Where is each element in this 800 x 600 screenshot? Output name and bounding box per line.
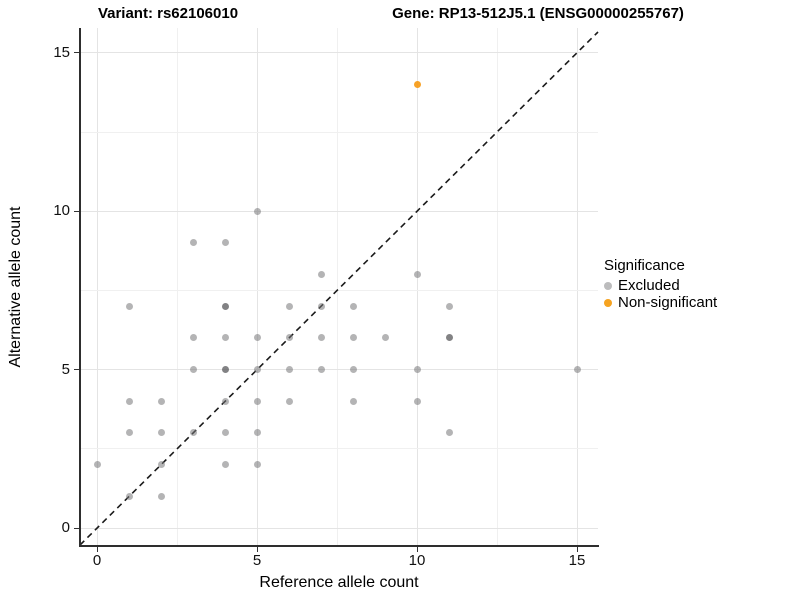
data-point-excluded — [349, 366, 357, 374]
data-point-excluded — [317, 271, 325, 279]
data-point-excluded — [413, 366, 421, 374]
data-point-excluded — [221, 334, 229, 342]
y-gridline — [80, 52, 598, 54]
x-gridline — [176, 28, 178, 546]
data-point-excluded — [285, 397, 293, 405]
legend-title: Significance — [604, 257, 685, 274]
legend-item-excluded[interactable]: Excluded — [604, 277, 799, 294]
x-gridline — [496, 28, 498, 546]
variant-title: Variant: rs62106010 — [97, 5, 239, 22]
y-tick-mark — [74, 369, 79, 371]
x-gridline — [416, 28, 418, 546]
data-point-excluded — [317, 302, 325, 310]
x-tick-mark — [96, 547, 98, 552]
data-point-excluded — [413, 397, 421, 405]
x-tick-mark — [416, 547, 418, 552]
x-tick-mark — [576, 547, 578, 552]
y-gridline — [80, 289, 598, 291]
y-tick-label: 15 — [53, 43, 70, 61]
data-point-excluded — [445, 429, 453, 437]
data-point-excluded — [413, 271, 421, 279]
gene-title: Gene: RP13-512J5.1 (ENSG00000255767) — [392, 5, 684, 22]
excluded-dot-icon — [604, 281, 612, 290]
x-gridline — [96, 28, 98, 546]
data-point-excluded — [573, 366, 581, 374]
legend: Significance Excluded Non-significant — [604, 257, 799, 311]
data-point-excluded — [221, 429, 229, 437]
y-tick-label: 5 — [61, 360, 70, 378]
x-tick-label: 0 — [92, 552, 102, 569]
y-axis-title: Alternative allele count — [7, 206, 24, 368]
data-point-excluded — [381, 334, 389, 342]
data-point-excluded — [189, 239, 197, 247]
data-point-excluded — [157, 397, 165, 405]
data-point-excluded — [221, 461, 229, 469]
y-gridline — [80, 131, 598, 133]
y-gridline — [80, 448, 598, 450]
y-axis-line — [79, 28, 81, 547]
y-tick-mark — [74, 210, 79, 212]
y-tick-mark — [74, 52, 79, 54]
data-point-excluded — [317, 366, 325, 374]
data-point-excluded — [253, 429, 261, 437]
legend-item-label: Excluded — [618, 277, 680, 294]
data-point-excluded — [125, 429, 133, 437]
x-tick-label: 5 — [252, 552, 262, 569]
data-point-excluded — [349, 302, 357, 310]
data-point-excluded — [349, 397, 357, 405]
x-gridline — [576, 28, 578, 546]
data-point-excluded — [189, 334, 197, 342]
data-point-excluded — [157, 461, 165, 469]
data-point-excluded — [189, 429, 197, 437]
non-significant-dot-icon — [604, 298, 612, 307]
data-point-excluded — [125, 397, 133, 405]
x-tick-mark — [256, 547, 258, 552]
data-point-excluded — [445, 334, 453, 342]
data-point-excluded — [445, 302, 453, 310]
data-point-excluded — [253, 366, 261, 374]
x-gridline — [256, 28, 258, 546]
legend-item-non-significant[interactable]: Non-significant — [604, 294, 799, 311]
legend-item-label: Non-significant — [618, 294, 718, 311]
data-point-excluded — [221, 366, 229, 374]
x-gridline — [336, 28, 338, 546]
data-point-excluded — [349, 334, 357, 342]
x-axis-line — [79, 545, 599, 547]
y-tick-label: 10 — [53, 202, 70, 220]
data-point-excluded — [253, 461, 261, 469]
data-point-excluded — [125, 492, 133, 500]
data-point-non-significant — [413, 81, 421, 89]
data-point-excluded — [125, 302, 133, 310]
data-point-excluded — [221, 302, 229, 310]
data-point-excluded — [157, 429, 165, 437]
data-point-excluded — [253, 334, 261, 342]
y-tick-mark — [74, 527, 79, 529]
data-point-excluded — [93, 461, 101, 469]
data-point-excluded — [253, 207, 261, 215]
data-point-excluded — [253, 397, 261, 405]
x-axis-title: Reference allele count — [259, 574, 419, 591]
y-gridline — [80, 369, 598, 371]
x-tick-label: 10 — [408, 552, 426, 569]
y-gridline — [80, 527, 598, 529]
data-point-excluded — [317, 334, 325, 342]
data-point-excluded — [285, 334, 293, 342]
data-point-excluded — [285, 366, 293, 374]
y-gridline — [80, 210, 598, 212]
data-point-excluded — [157, 492, 165, 500]
identity-line — [79, 31, 599, 546]
data-point-excluded — [189, 366, 197, 374]
x-tick-label: 15 — [568, 552, 586, 569]
data-point-excluded — [221, 397, 229, 405]
plot-panel — [79, 28, 599, 547]
data-point-excluded — [285, 302, 293, 310]
data-point-excluded — [221, 239, 229, 247]
y-tick-label: 0 — [61, 519, 70, 536]
